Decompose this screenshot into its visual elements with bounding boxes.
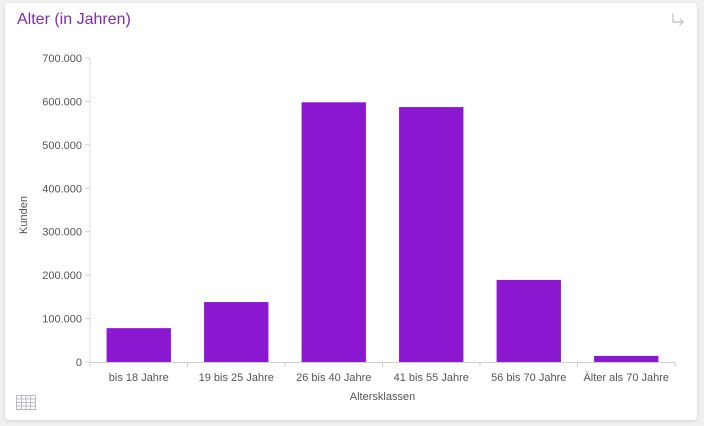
y-tick-label: 300.000 <box>42 227 82 239</box>
chart-card: Alter (in Jahren) 0 100.000 200.000 300.000… <box>5 3 697 420</box>
return-arrow-icon[interactable] <box>669 11 687 29</box>
x-tick-label: 26 bis 40 Jahre <box>296 372 371 384</box>
bar[interactable] <box>399 107 464 363</box>
x-tick-label: Älter als 70 Jahre <box>583 372 669 384</box>
bar[interactable] <box>301 102 366 362</box>
x-axis-title: Altersklassen <box>350 391 415 403</box>
table-grid-icon[interactable] <box>16 395 36 410</box>
x-axis-ticks: bis 18 Jahre 19 bis 25 Jahre 26 bis 40 Jah… <box>89 362 676 384</box>
chart-title: Alter (in Jahren) <box>17 11 131 28</box>
y-axis-title: Kunden <box>18 196 30 234</box>
bar-chart: 0 100.000 200.000 300.000 400.000 500.000 600.… <box>18 53 676 403</box>
x-tick-label: bis 18 Jahre <box>109 372 169 384</box>
bar[interactable] <box>594 355 659 362</box>
bar[interactable] <box>204 302 269 362</box>
y-tick-label: 100.000 <box>42 314 82 326</box>
x-tick-label: 19 bis 25 Jahre <box>199 372 274 384</box>
y-tick-label: 200.000 <box>42 270 82 282</box>
y-tick-label: 500.000 <box>42 140 82 152</box>
y-tick-label: 400.000 <box>42 183 82 195</box>
y-tick-label: 700.000 <box>42 53 82 65</box>
y-tick-label: 0 <box>76 357 82 369</box>
bar[interactable] <box>496 279 561 362</box>
y-axis-ticks: 0 100.000 200.000 300.000 400.000 500.000 600.… <box>42 53 90 369</box>
y-tick-label: 600.000 <box>42 96 82 108</box>
x-tick-label: 41 bis 55 Jahre <box>394 372 469 384</box>
bars <box>106 102 659 363</box>
bar[interactable] <box>106 328 171 362</box>
x-tick-label: 56 bis 70 Jahre <box>491 372 566 384</box>
